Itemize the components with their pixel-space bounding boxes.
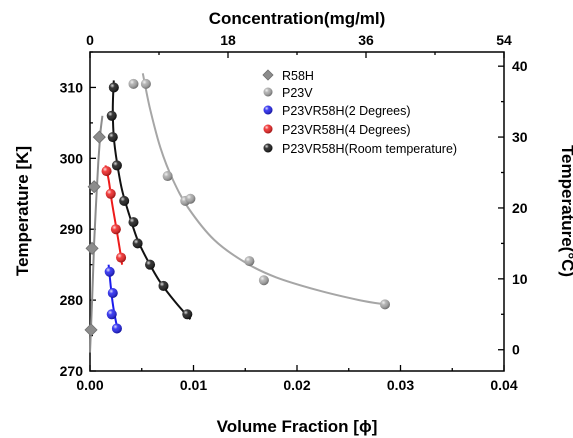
data-point-shade (379, 299, 390, 310)
data-point-shade (258, 275, 269, 286)
legend-label-p23vr58h-4deg: P23VR58H(4 Degrees) (282, 123, 411, 137)
fit-line-series-3 (104, 165, 124, 265)
data-point-shade (132, 238, 143, 249)
x2-tick-label: 36 (358, 32, 374, 48)
legend-item-p23vr58h-room: P23VR58H(Room temperature) (263, 142, 457, 156)
legend-marker-p23vr58h-4deg-shade (263, 124, 273, 134)
data-point-shade (105, 188, 116, 199)
legend-item-p23vr58h-2deg: P23VR58H(2 Degrees) (263, 104, 411, 118)
legend-item-p23vr58h-4deg: P23VR58H(4 Degrees) (263, 123, 411, 137)
data-point-shade (107, 288, 118, 299)
x2-tick-label: 54 (496, 32, 512, 48)
data-point-shade (182, 309, 193, 320)
x2-tick-label: 18 (220, 32, 236, 48)
data-point-series-0 (84, 323, 98, 337)
x2-tick-label: 0 (86, 32, 94, 48)
data-point-shade (140, 78, 151, 89)
data-point-shade (104, 266, 115, 277)
y-tick-label: 300 (60, 150, 84, 166)
legend: R58H P23V P23VR58H(2 Degrees) P23VR58H(4… (262, 69, 457, 156)
data-point-shade (101, 166, 112, 177)
x-tick-label: 0.02 (283, 377, 310, 393)
y2-tick-label: 30 (512, 129, 528, 145)
y2-axis-title: Temperature(°C) (558, 145, 573, 277)
x-tick-label: 0.03 (387, 377, 414, 393)
data-point-series-0 (85, 241, 99, 255)
y-axis-title: Temperature [K] (13, 146, 32, 276)
y-tick-label: 290 (60, 221, 84, 237)
y2-tick-label: 20 (512, 200, 528, 216)
data-point-shade (108, 82, 119, 93)
legend-item-p23v: P23V (263, 86, 313, 100)
x2-axis-title: Concentration(mg/ml) (209, 9, 386, 28)
data-point-shade (107, 132, 118, 143)
legend-label-r58h: R58H (282, 69, 314, 83)
legend-marker-r58h (262, 69, 274, 81)
data-markers (84, 78, 390, 337)
legend-marker-p23v-shade (263, 87, 273, 97)
x-tick-label: 0.00 (76, 377, 103, 393)
x-tick-label: 0.04 (490, 377, 517, 393)
y-tick-label: 280 (60, 292, 84, 308)
data-point-shade (116, 252, 127, 263)
data-point-shade (162, 171, 173, 182)
fit-line-series-1 (141, 73, 386, 306)
y2-tick-label: 10 (512, 271, 528, 287)
legend-marker-p23vr58h-2deg-shade (263, 105, 273, 115)
data-point-series-0 (92, 130, 106, 144)
data-point-shade (185, 193, 196, 204)
data-point-shade (158, 280, 169, 291)
data-point-shade (128, 78, 139, 89)
data-point-shade (111, 323, 122, 334)
data-point-series-0 (87, 180, 101, 194)
y-tick-label: 270 (60, 363, 84, 379)
data-point-shade (145, 259, 156, 270)
data-point-shade (106, 309, 117, 320)
legend-label-p23vr58h-room: P23VR58H(Room temperature) (282, 142, 457, 156)
data-point-shade (110, 224, 121, 235)
data-point-shade (111, 160, 122, 171)
legend-label-p23vr58h-2deg: P23VR58H(2 Degrees) (282, 104, 411, 118)
data-point-shade (128, 217, 139, 228)
data-point-shade (106, 110, 117, 121)
data-point-shade (244, 256, 255, 267)
y-tick-label: 310 (60, 79, 84, 95)
fit-line-series-0 (89, 115, 104, 353)
x-axis-title: Volume Fraction [ϕ] (217, 417, 378, 436)
legend-label-p23v: P23V (282, 86, 313, 100)
data-point-shade (119, 195, 130, 206)
legend-marker-p23vr58h-room-shade (263, 143, 273, 153)
x-tick-label: 0.01 (180, 377, 207, 393)
axis-ticks (89, 51, 505, 372)
y2-tick-label: 0 (512, 342, 520, 358)
y2-tick-label: 40 (512, 58, 528, 74)
legend-item-r58h: R58H (262, 69, 314, 83)
